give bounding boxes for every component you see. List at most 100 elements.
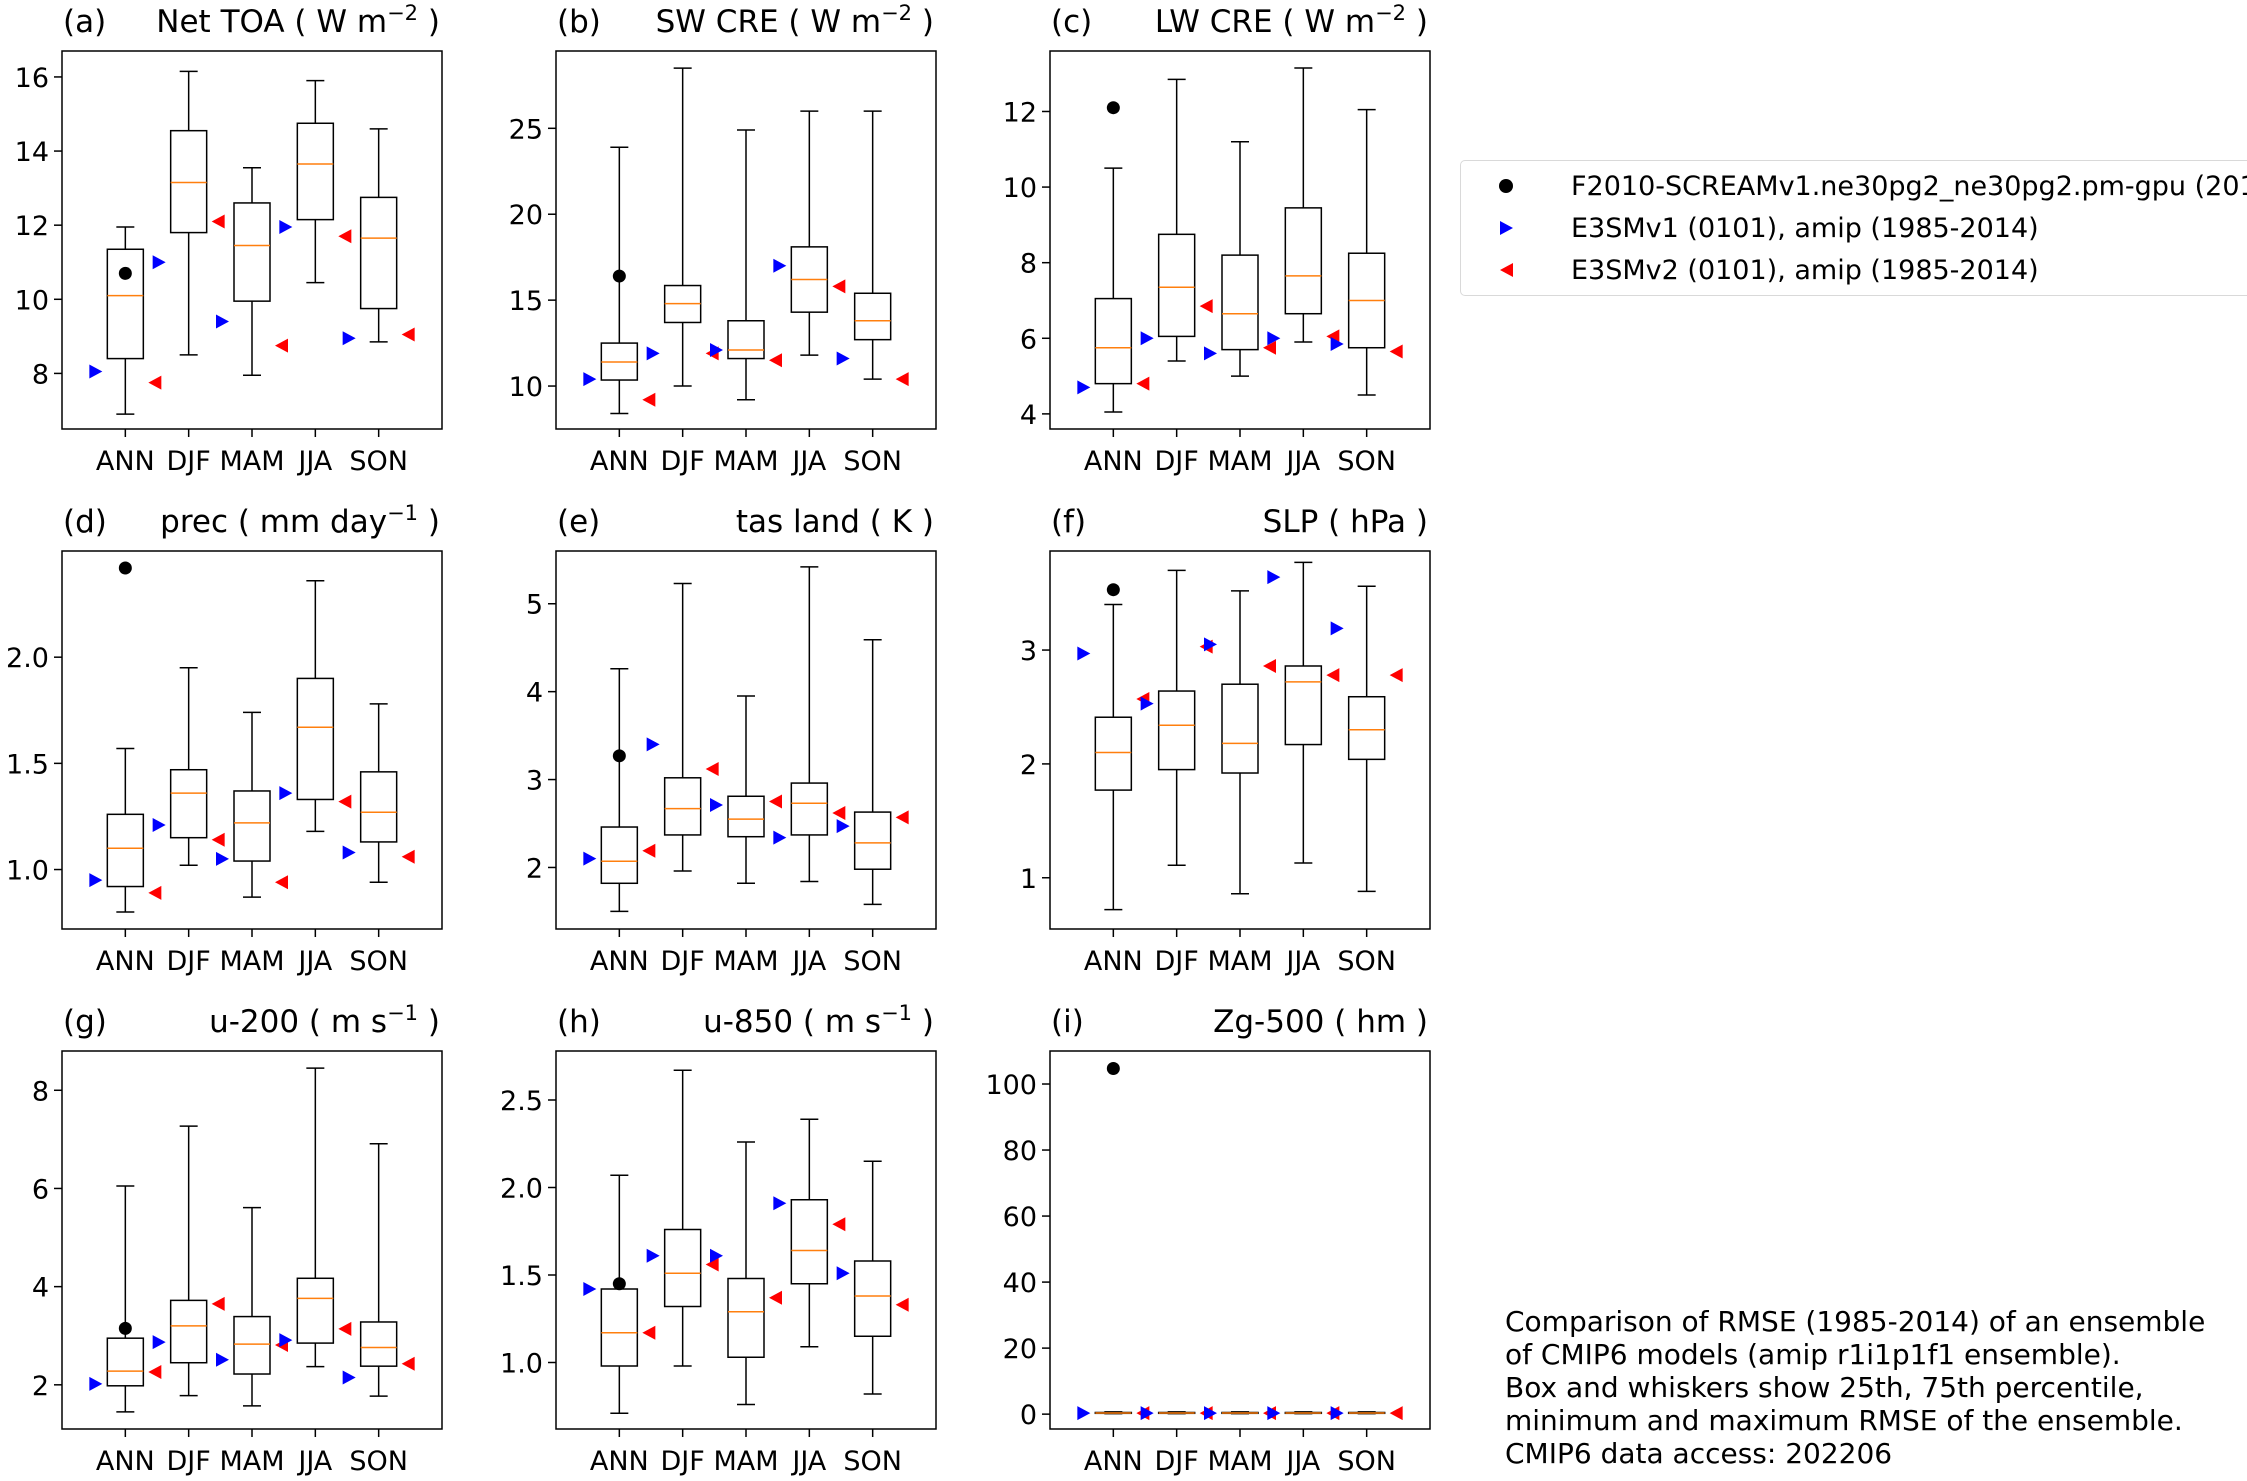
box-jja [296, 79, 335, 284]
iqr-box [663, 1228, 702, 1308]
e3smv2-marker [769, 353, 782, 368]
panel-label: (c) [1051, 4, 1092, 40]
iqr-box [790, 782, 829, 836]
e3smv1-marker [583, 372, 597, 387]
box-ann [1094, 1411, 1133, 1415]
e3smv1-marker [1267, 331, 1281, 346]
box-son [1347, 585, 1386, 893]
x-tick-label: DJF [1155, 1446, 1199, 1477]
y-tick-label: 1.0 [6, 856, 49, 887]
triangle-left-marker-icon [1500, 263, 1513, 277]
panel-title: tas land ( K ) [736, 504, 934, 540]
box-jja [790, 1118, 829, 1348]
x-tick-label: MAM [219, 446, 284, 477]
panel-title: prec ( mm day−1 ) [160, 501, 440, 540]
iqr-box [233, 790, 271, 862]
y-tick-label: 2 [1020, 750, 1037, 781]
x-tick-label: DJF [167, 446, 211, 477]
f2010-marker [612, 269, 626, 283]
y-tick-label: 12 [15, 211, 49, 242]
x-tick-label: JJA [296, 446, 332, 477]
e3smv1-marker [836, 351, 850, 366]
y-tick-label: 6 [32, 1174, 49, 1205]
panel-label: (d) [63, 504, 107, 540]
plot-frame [555, 550, 937, 930]
y-tick-label: 6 [1020, 324, 1037, 355]
iqr-box [359, 771, 398, 843]
e3smv1-marker [710, 342, 723, 357]
x-tick-label: MAM [219, 946, 284, 977]
e3smv2-marker [401, 849, 415, 864]
box-ann [600, 1174, 639, 1414]
subplot-a: (a) Net TOA ( W m−2 ) 8 10 12 14 16 ANN DJF MAM JJ… [15, 1, 443, 477]
iqr-box [296, 677, 335, 801]
x-tick-label: MAM [1207, 1446, 1272, 1477]
box-ann [600, 146, 639, 415]
panel-title: u-850 ( m s−1 ) [703, 1001, 934, 1040]
e3smv1-marker [1140, 696, 1154, 711]
y-tick-label: 4 [32, 1273, 49, 1304]
e3smv1-marker [152, 1335, 166, 1350]
box-son [853, 639, 892, 906]
e3smv2-marker [211, 214, 225, 229]
e3smv2-marker [1389, 344, 1403, 359]
caption-line: minimum and maximum RMSE of the ensemble… [1505, 1404, 2183, 1437]
x-tick-label: JJA [1284, 1446, 1320, 1477]
y-tick-label: 20 [1003, 1334, 1037, 1365]
x-tick-label: SON [349, 446, 408, 477]
x-tick-label: MAM [1207, 946, 1272, 977]
y-tick-label: 2 [526, 853, 543, 884]
e3smv1-marker [646, 346, 660, 361]
e3smv2-marker [338, 1321, 352, 1336]
y-tick-label: 1 [1020, 864, 1037, 895]
e3smv1-marker [342, 1370, 356, 1385]
e3smv2-marker [1199, 299, 1213, 314]
x-tick-label: DJF [661, 446, 705, 477]
box-ann [600, 668, 639, 913]
iqr-box [106, 813, 145, 888]
box-djf [169, 1125, 208, 1397]
box-son [359, 703, 398, 884]
x-tick-label: ANN [590, 446, 649, 477]
iqr-box [1221, 254, 1259, 351]
x-tick-label: MAM [219, 1446, 284, 1477]
x-tick-label: DJF [167, 1446, 211, 1477]
x-tick-label: JJA [1284, 946, 1320, 977]
y-tick-label: 2.5 [500, 1086, 543, 1117]
x-tick-label: JJA [790, 1446, 826, 1477]
e3smv2-marker [275, 875, 288, 890]
e3smv1-marker [1077, 380, 1091, 395]
e3smv2-marker [1263, 658, 1276, 673]
e3smv2-marker [401, 327, 415, 342]
iqr-box [1157, 233, 1196, 338]
box-djf [169, 70, 208, 356]
plot-frame [61, 50, 443, 430]
subplot-f: (f) SLP ( hPa ) 1 2 3 ANN DJF MAM JJA SON [1020, 504, 1431, 977]
box-mam [233, 1206, 271, 1407]
e3smv1-marker [1140, 331, 1154, 346]
f2010-marker [118, 266, 132, 280]
plot-frame [555, 50, 937, 430]
e3smv1-marker [342, 331, 356, 346]
plot-frame [1049, 50, 1431, 430]
y-tick-label: 40 [1003, 1268, 1037, 1299]
iqr-box [169, 1299, 208, 1364]
x-tick-label: ANN [1084, 946, 1143, 977]
x-tick-label: SON [349, 1446, 408, 1477]
y-tick-label: 4 [1020, 400, 1037, 431]
box-mam [1221, 590, 1259, 895]
box-mam [1221, 1411, 1259, 1415]
panel-title: LW CRE ( W m−2 ) [1155, 1, 1428, 40]
x-tick-label: SON [1337, 1446, 1396, 1477]
legend-label-e3smv1: E3SMv1 (0101), amip (1985-2014) [1571, 212, 2039, 244]
e3smv2-marker [895, 810, 909, 825]
plot-frame [1049, 550, 1431, 930]
e3smv2-marker [769, 794, 782, 809]
box-son [1347, 1411, 1386, 1415]
box-djf [1157, 569, 1196, 866]
x-tick-label: MAM [713, 446, 778, 477]
e3smv1-marker [89, 873, 103, 888]
iqr-box [1284, 207, 1323, 315]
y-tick-label: 80 [1003, 1136, 1037, 1167]
